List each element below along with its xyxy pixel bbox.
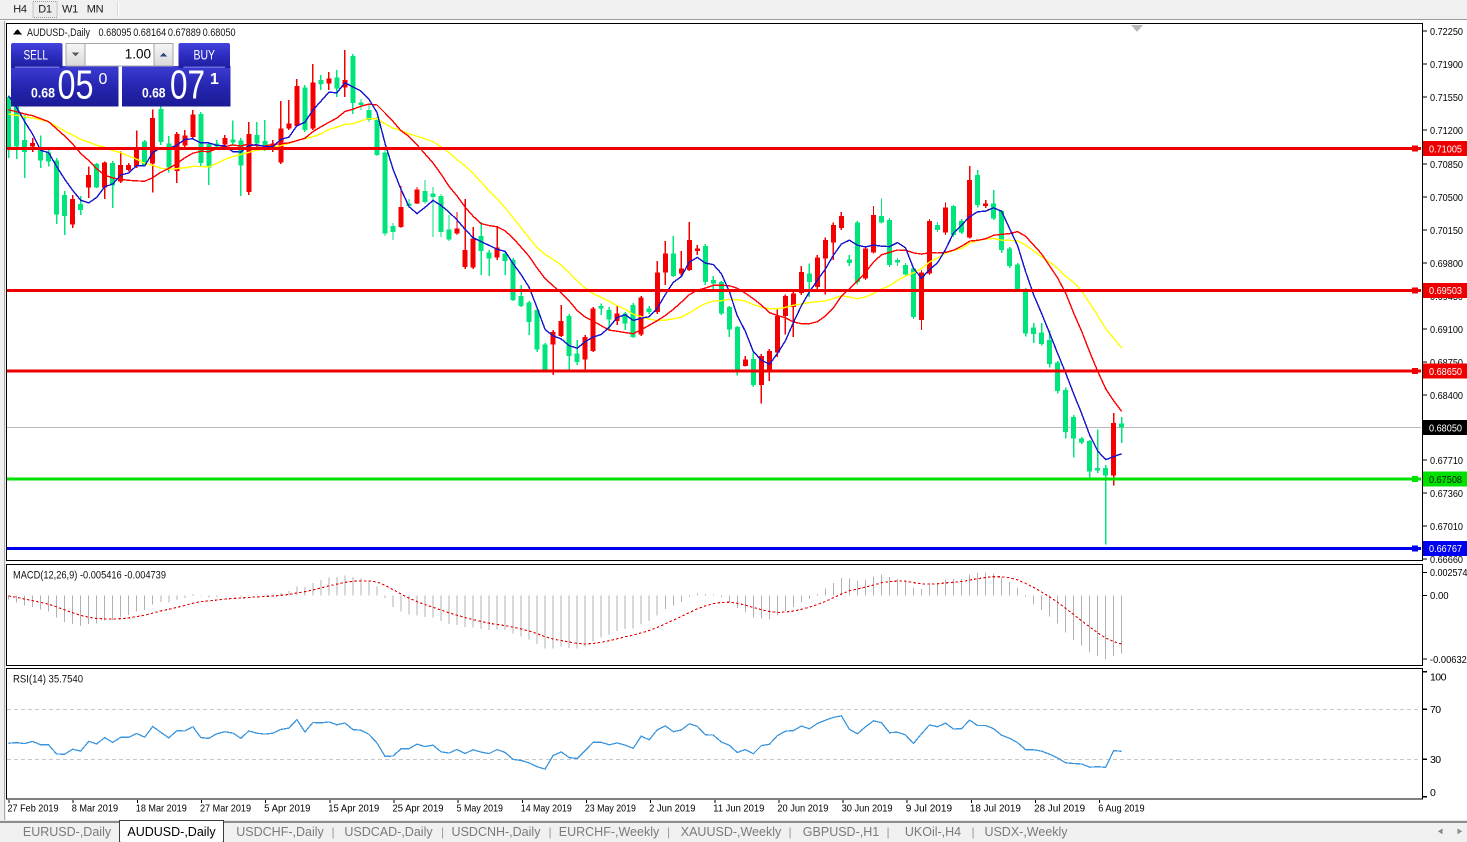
svg-text:MACD(12,26,9) -0.005416 -0.004: MACD(12,26,9) -0.005416 -0.004739 — [13, 570, 166, 582]
svg-text:0.67889: 0.67889 — [168, 27, 201, 39]
svg-text:RSI(14) 35.7540: RSI(14) 35.7540 — [13, 674, 83, 686]
svg-text:MN: MN — [87, 4, 104, 16]
svg-text:20 Jun 2019: 20 Jun 2019 — [777, 803, 828, 815]
svg-text:XAUUSD-,Weekly: XAUUSD-,Weekly — [681, 825, 782, 839]
svg-text:30: 30 — [1430, 754, 1441, 766]
svg-text:0.68: 0.68 — [142, 85, 166, 101]
svg-text:0.67710: 0.67710 — [1430, 455, 1463, 467]
svg-text:0.72250: 0.72250 — [1430, 26, 1463, 38]
svg-text:0.71550: 0.71550 — [1430, 92, 1463, 104]
svg-text:|: | — [971, 825, 974, 839]
svg-text:0.70850: 0.70850 — [1430, 159, 1463, 171]
svg-text:|: | — [441, 825, 444, 839]
svg-text:05: 05 — [58, 62, 94, 108]
svg-text:0.69503: 0.69503 — [1429, 285, 1462, 297]
svg-text:14 May 2019: 14 May 2019 — [521, 803, 572, 815]
svg-text:0.002574: 0.002574 — [1430, 567, 1467, 579]
svg-text:70: 70 — [1430, 704, 1441, 716]
svg-text:100: 100 — [1430, 672, 1447, 684]
svg-text:EURCHF-,Weekly: EURCHF-,Weekly — [559, 825, 660, 839]
svg-text:11 Jun 2019: 11 Jun 2019 — [713, 803, 764, 815]
svg-text:AUDUSD-,Daily: AUDUSD-,Daily — [27, 27, 90, 39]
svg-text:H4: H4 — [13, 4, 27, 16]
svg-text:W1: W1 — [62, 4, 78, 16]
svg-text:0.68095: 0.68095 — [99, 27, 132, 39]
svg-text:0.68164: 0.68164 — [133, 27, 166, 39]
svg-text:USDX-,Weekly: USDX-,Weekly — [984, 825, 1068, 839]
svg-text:0: 0 — [99, 71, 108, 88]
svg-text:EURUSD-,Daily: EURUSD-,Daily — [23, 825, 112, 839]
svg-text:0.71005: 0.71005 — [1429, 143, 1462, 155]
svg-text:2 Jun 2019: 2 Jun 2019 — [649, 803, 696, 815]
svg-text:15 Apr 2019: 15 Apr 2019 — [328, 803, 379, 815]
svg-text:1.00: 1.00 — [125, 47, 151, 62]
svg-text:GBPUSD-,H1: GBPUSD-,H1 — [803, 825, 879, 839]
svg-text:0.69800: 0.69800 — [1430, 258, 1463, 270]
svg-text:8 Mar 2019: 8 Mar 2019 — [72, 803, 119, 815]
svg-text:23 May 2019: 23 May 2019 — [585, 803, 636, 815]
svg-text:27 Mar 2019: 27 Mar 2019 — [200, 803, 251, 815]
svg-text:SELL: SELL — [24, 48, 49, 63]
svg-text:USDCAD-,Daily: USDCAD-,Daily — [344, 825, 433, 839]
svg-text:6 Aug 2019: 6 Aug 2019 — [1098, 803, 1145, 815]
svg-text:9 Jul 2019: 9 Jul 2019 — [906, 803, 953, 815]
svg-text:18 Jul 2019: 18 Jul 2019 — [970, 803, 1021, 815]
svg-text:0.71900: 0.71900 — [1430, 59, 1463, 71]
svg-text:0.68650: 0.68650 — [1429, 366, 1462, 378]
svg-text:0.71200: 0.71200 — [1430, 125, 1463, 137]
svg-text:27 Feb 2019: 27 Feb 2019 — [8, 803, 59, 815]
svg-text:|: | — [331, 825, 334, 839]
svg-text:|: | — [788, 825, 791, 839]
svg-text:0.67360: 0.67360 — [1430, 488, 1463, 500]
svg-text:USDCHF-,Daily: USDCHF-,Daily — [236, 825, 324, 839]
svg-text:07: 07 — [170, 62, 205, 108]
svg-text:0.70150: 0.70150 — [1430, 225, 1463, 237]
svg-text:USDCNH-,Daily: USDCNH-,Daily — [452, 825, 542, 839]
svg-text:BUY: BUY — [194, 48, 216, 63]
svg-text:30 Jun 2019: 30 Jun 2019 — [842, 803, 893, 815]
svg-text:0.68400: 0.68400 — [1430, 390, 1463, 402]
svg-text:0.68050: 0.68050 — [1429, 423, 1462, 435]
svg-text:18 Mar 2019: 18 Mar 2019 — [136, 803, 187, 815]
svg-text:0.66767: 0.66767 — [1429, 543, 1462, 555]
svg-text:0.68: 0.68 — [31, 85, 55, 101]
svg-text:|: | — [667, 825, 670, 839]
svg-text:AUDUSD-,Daily: AUDUSD-,Daily — [127, 825, 216, 839]
svg-text:5 May 2019: 5 May 2019 — [457, 803, 504, 815]
svg-text:0.70500: 0.70500 — [1430, 192, 1463, 204]
svg-text:1: 1 — [210, 71, 219, 88]
svg-text:0.67010: 0.67010 — [1430, 521, 1463, 533]
svg-text:UKOil-,H4: UKOil-,H4 — [905, 825, 961, 839]
svg-text:0.66660: 0.66660 — [1430, 554, 1463, 566]
svg-text:|: | — [886, 825, 889, 839]
svg-text:5 Apr 2019: 5 Apr 2019 — [264, 803, 311, 815]
svg-text:-0.006326: -0.006326 — [1430, 654, 1467, 666]
svg-text:0.67508: 0.67508 — [1429, 474, 1462, 486]
svg-text:|: | — [548, 825, 551, 839]
svg-text:D1: D1 — [38, 4, 52, 16]
svg-text:25 Apr 2019: 25 Apr 2019 — [393, 803, 444, 815]
svg-text:0: 0 — [1430, 787, 1436, 799]
svg-text:0.68050: 0.68050 — [203, 27, 236, 39]
svg-text:0.00: 0.00 — [1430, 590, 1449, 602]
svg-text:28 Jul 2019: 28 Jul 2019 — [1034, 803, 1085, 815]
svg-text:0.69100: 0.69100 — [1430, 324, 1463, 336]
